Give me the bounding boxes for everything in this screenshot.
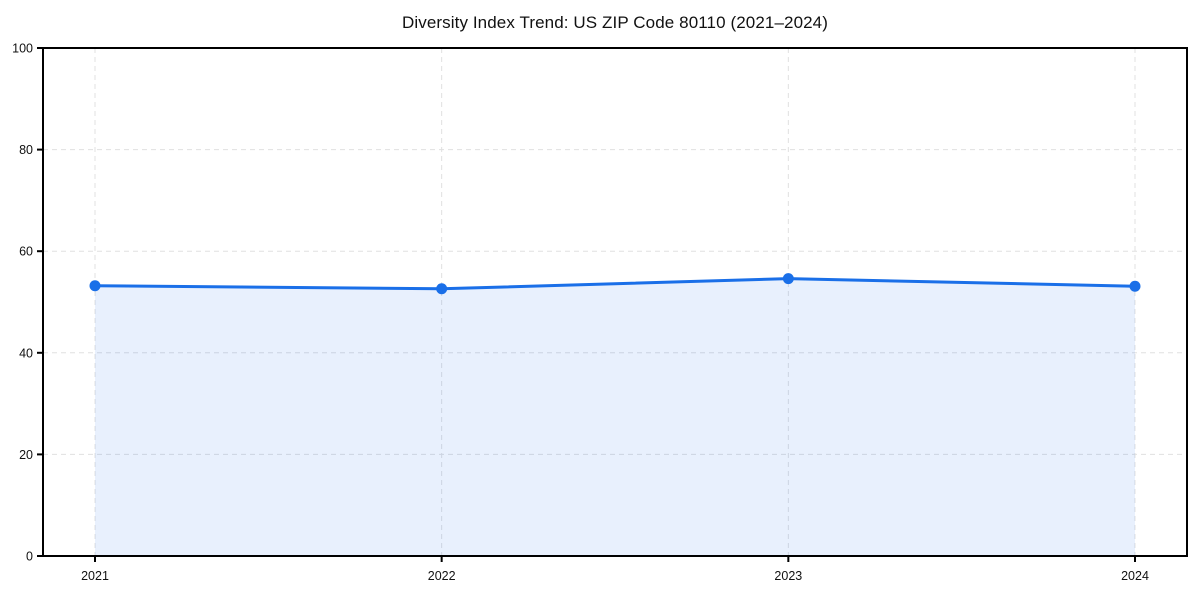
y-tick-label: 40 bbox=[19, 346, 33, 360]
data-point-2023 bbox=[782, 273, 794, 285]
y-tick-label: 60 bbox=[19, 245, 33, 259]
x-tick-label: 2024 bbox=[1121, 569, 1149, 583]
data-point-2022 bbox=[436, 283, 448, 295]
y-tick-label: 100 bbox=[12, 42, 33, 56]
axis-frame bbox=[42, 47, 1188, 557]
x-tick-label: 2022 bbox=[428, 569, 456, 583]
data-point-2021 bbox=[89, 280, 101, 292]
trend-line bbox=[93, 277, 1137, 291]
data-point-2024 bbox=[1129, 280, 1141, 292]
area-fill bbox=[95, 278, 1135, 556]
y-tick-label: 20 bbox=[19, 448, 33, 462]
y-tick-label: 80 bbox=[19, 143, 33, 157]
chart-title: Diversity Index Trend: US ZIP Code 80110… bbox=[401, 13, 829, 32]
x-tick-label: 2021 bbox=[81, 569, 109, 583]
x-tick-label: 2023 bbox=[774, 569, 802, 583]
y-tick-label: 0 bbox=[26, 550, 33, 564]
